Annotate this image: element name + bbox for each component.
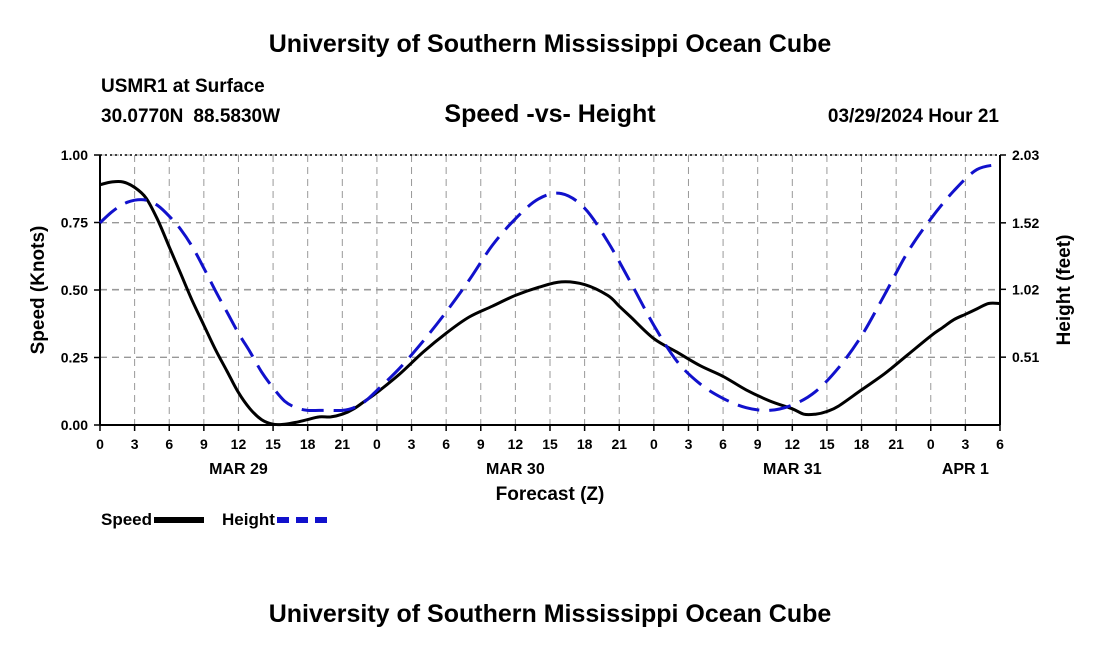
- x-tick-label: 15: [265, 436, 281, 452]
- x-tick-label: 3: [408, 436, 416, 452]
- x-tick-label: 6: [996, 436, 1004, 452]
- x-tick-label: 12: [231, 436, 247, 452]
- y-tick-label: 0.00: [61, 417, 88, 433]
- x-tick-label: 6: [442, 436, 450, 452]
- x-tick-label: 21: [888, 436, 904, 452]
- legend: Speed Height: [101, 509, 327, 530]
- y2-tick-label: 0.51: [1012, 349, 1039, 365]
- series-lines: [98, 162, 1001, 427]
- coordinates: 30.0770N 88.5830W: [101, 106, 280, 128]
- y2-tick-label: 2.03: [1012, 147, 1039, 163]
- x-tick-label: 6: [165, 436, 173, 452]
- legend-speed-label: Speed: [101, 509, 153, 529]
- y2-tick-label: 1.52: [1012, 215, 1039, 231]
- y-axis-label: Speed (Knots): [28, 226, 49, 355]
- forecast-datetime: 03/29/2024 Hour 21: [827, 106, 999, 127]
- axis-labels: 0 3 6 9 12 15 18 21 0 3 6 9 12 15 18 21 0 3 6 9 12 15 18 21 0 3 6 M…: [28, 147, 1075, 505]
- grid-lines: [100, 154, 1000, 425]
- day-label: MAR 31: [763, 461, 822, 478]
- axes: [94, 154, 1006, 431]
- legend-speed-swatch: [154, 516, 205, 523]
- x-tick-label: 21: [335, 436, 351, 452]
- x-tick-label: 3: [685, 436, 693, 452]
- chart-subtitle: Speed -vs- Height: [444, 100, 656, 128]
- x-tick-label: 0: [373, 436, 381, 452]
- legend-height-label: Height: [222, 509, 275, 529]
- legend-height-swatch: [276, 516, 327, 523]
- x-tick-label: 9: [200, 436, 208, 452]
- x-tick-label: 18: [577, 436, 593, 452]
- x-tick-label: 21: [611, 436, 627, 452]
- x-tick-label: 3: [961, 436, 969, 452]
- y-tick-label: 1.00: [61, 147, 88, 163]
- y-tick-label: 0.50: [61, 282, 88, 298]
- x-tick-label: 9: [477, 436, 485, 452]
- day-label: MAR 29: [209, 461, 268, 478]
- series-speed-line: [99, 179, 1001, 427]
- x-axis-label: Forecast (Z): [496, 484, 605, 505]
- y2-axis-label: Height (feet): [1054, 235, 1075, 346]
- day-label: APR 1: [942, 461, 989, 478]
- y-tick-label: 0.75: [61, 215, 88, 231]
- x-tick-label: 0: [927, 436, 935, 452]
- x-tick-label: 15: [542, 436, 558, 452]
- x-tick-label: 9: [754, 436, 762, 452]
- x-tick-label: 15: [819, 436, 835, 452]
- x-tick-label: 0: [650, 436, 658, 452]
- x-tick-label: 18: [854, 436, 870, 452]
- latitude: 30.0770N: [101, 106, 184, 127]
- x-tick-label: 12: [508, 436, 524, 452]
- x-tick-label: 18: [300, 436, 316, 452]
- y-tick-label: 0.25: [61, 350, 88, 366]
- longitude: 88.5830W: [193, 106, 281, 127]
- x-tick-label: 0: [96, 436, 104, 452]
- x-tick-label: 6: [719, 436, 727, 452]
- series-height-line: [98, 162, 1001, 413]
- station-label: USMR1 at Surface: [101, 76, 265, 97]
- x-tick-label: 3: [131, 436, 139, 452]
- chart-title-bottom: University of Southern Mississippi Ocean…: [268, 600, 832, 628]
- chart-title-top: University of Southern Mississippi Ocean…: [268, 30, 832, 58]
- x-tick-label: 12: [785, 436, 801, 452]
- y2-tick-label: 1.02: [1012, 281, 1039, 297]
- day-label: MAR 30: [486, 461, 545, 478]
